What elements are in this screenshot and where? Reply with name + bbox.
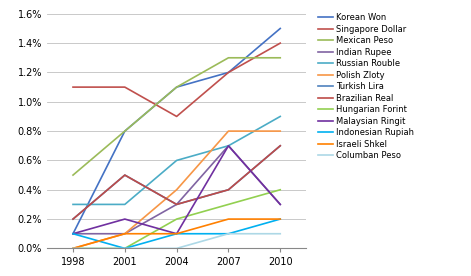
Israeli Shkel xyxy=(226,217,231,221)
Indian Rupee xyxy=(226,144,231,147)
Malaysian Ringit xyxy=(277,203,283,206)
Hungarian Forint xyxy=(122,247,128,250)
Singapore Dollar xyxy=(70,86,76,89)
Mexican Peso xyxy=(226,56,231,59)
Malaysian Ringit xyxy=(70,232,76,235)
Korean Won xyxy=(174,86,179,89)
Singapore Dollar xyxy=(277,41,283,45)
Polish Zloty xyxy=(226,129,231,133)
Korean Won xyxy=(70,232,76,235)
Columban Peso xyxy=(277,232,283,235)
Russian Rouble xyxy=(226,144,231,147)
Turkish Lira xyxy=(70,217,76,221)
Russian Rouble xyxy=(277,115,283,118)
Legend: Korean Won, Singapore Dollar, Mexican Peso, Indian Rupee, Russian Rouble, Polish: Korean Won, Singapore Dollar, Mexican Pe… xyxy=(318,13,414,160)
Line: Indian Rupee: Indian Rupee xyxy=(73,146,280,234)
Brazilian Real xyxy=(226,188,231,192)
Indonesian Rupiah xyxy=(277,217,283,221)
Indonesian Rupiah xyxy=(226,232,231,235)
Line: Indonesian Rupiah: Indonesian Rupiah xyxy=(73,219,280,248)
Indian Rupee xyxy=(277,203,283,206)
Mexican Peso xyxy=(70,173,76,177)
Polish Zloty xyxy=(277,129,283,133)
Malaysian Ringit xyxy=(174,232,179,235)
Korean Won xyxy=(122,129,128,133)
Malaysian Ringit xyxy=(226,144,231,147)
Russian Rouble xyxy=(122,203,128,206)
Hungarian Forint xyxy=(226,203,231,206)
Line: Hungarian Forint: Hungarian Forint xyxy=(73,190,280,248)
Israeli Shkel xyxy=(277,217,283,221)
Columban Peso xyxy=(70,247,76,250)
Brazilian Real xyxy=(122,173,128,177)
Indian Rupee xyxy=(174,203,179,206)
Turkish Lira xyxy=(277,144,283,147)
Malaysian Ringit xyxy=(122,217,128,221)
Polish Zloty xyxy=(70,247,76,250)
Hungarian Forint xyxy=(174,217,179,221)
Israeli Shkel xyxy=(174,232,179,235)
Hungarian Forint xyxy=(70,247,76,250)
Line: Columban Peso: Columban Peso xyxy=(73,234,280,248)
Indian Rupee xyxy=(70,232,76,235)
Line: Mexican Peso: Mexican Peso xyxy=(73,58,280,175)
Mexican Peso xyxy=(277,56,283,59)
Line: Polish Zloty: Polish Zloty xyxy=(73,131,280,248)
Indonesian Rupiah xyxy=(122,247,128,250)
Turkish Lira xyxy=(174,203,179,206)
Line: Malaysian Ringit: Malaysian Ringit xyxy=(73,146,280,234)
Singapore Dollar xyxy=(174,115,179,118)
Columban Peso xyxy=(226,232,231,235)
Israeli Shkel xyxy=(70,247,76,250)
Indonesian Rupiah xyxy=(174,232,179,235)
Columban Peso xyxy=(122,247,128,250)
Turkish Lira xyxy=(122,173,128,177)
Singapore Dollar xyxy=(226,71,231,74)
Line: Turkish Lira: Turkish Lira xyxy=(73,146,280,219)
Columban Peso xyxy=(174,247,179,250)
Polish Zloty xyxy=(174,188,179,192)
Hungarian Forint xyxy=(277,188,283,192)
Line: Korean Won: Korean Won xyxy=(73,28,280,234)
Russian Rouble xyxy=(174,159,179,162)
Singapore Dollar xyxy=(122,86,128,89)
Turkish Lira xyxy=(226,188,231,192)
Indonesian Rupiah xyxy=(70,232,76,235)
Brazilian Real xyxy=(174,203,179,206)
Brazilian Real xyxy=(277,144,283,147)
Line: Israeli Shkel: Israeli Shkel xyxy=(73,219,280,248)
Israeli Shkel xyxy=(122,232,128,235)
Brazilian Real xyxy=(70,217,76,221)
Line: Russian Rouble: Russian Rouble xyxy=(73,116,280,205)
Russian Rouble xyxy=(70,203,76,206)
Line: Singapore Dollar: Singapore Dollar xyxy=(73,43,280,116)
Indian Rupee xyxy=(122,232,128,235)
Mexican Peso xyxy=(174,86,179,89)
Line: Brazilian Real: Brazilian Real xyxy=(73,146,280,219)
Korean Won xyxy=(277,27,283,30)
Mexican Peso xyxy=(122,129,128,133)
Polish Zloty xyxy=(122,232,128,235)
Korean Won xyxy=(226,71,231,74)
